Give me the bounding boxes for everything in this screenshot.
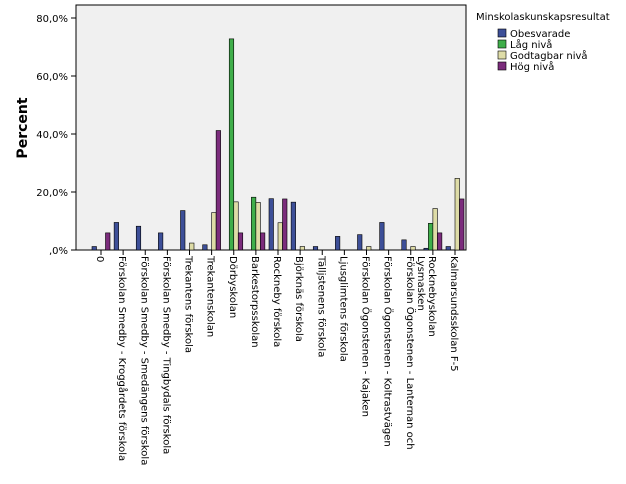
bar <box>379 222 385 251</box>
bar <box>158 232 164 251</box>
x-tick-label-group: Ljusglimtens förskola <box>337 256 348 362</box>
x-tick-label-group: Björknäs förskola <box>293 256 304 342</box>
bars-group <box>91 38 465 251</box>
bar <box>215 130 221 251</box>
bar <box>277 222 283 251</box>
x-tick-label-group: Barkestorpsskolan <box>249 256 260 348</box>
bar <box>454 178 460 251</box>
bar <box>445 246 451 251</box>
bar <box>410 246 416 251</box>
bar <box>237 232 244 251</box>
x-tick-label: Lysmasken <box>415 256 426 311</box>
x-tick-label: Björknäs förskola <box>293 256 304 342</box>
x-tick-label: Förskolan Smedby - Tingbydals förskola <box>160 256 171 454</box>
bar <box>260 232 266 251</box>
bar <box>437 232 443 251</box>
bar <box>113 222 119 251</box>
x-tick-label: Ljusglimtens förskola <box>337 256 348 362</box>
legend-swatch <box>497 61 507 71</box>
bar <box>282 198 288 251</box>
y-tick-label: 20,0% <box>36 188 68 199</box>
bar <box>432 208 438 251</box>
bar <box>312 246 319 251</box>
bar <box>105 232 111 251</box>
y-tick-label: 80,0% <box>36 14 68 25</box>
bar <box>423 247 429 251</box>
bar <box>255 202 261 251</box>
x-tick-label-group: Förskolan Smedby - Tingbydals förskola <box>160 256 171 454</box>
x-tick-label: Barkestorpsskolan <box>249 256 260 348</box>
x-tick-label-group: Förskolan Ögonstenen - Kajaken <box>360 256 373 417</box>
bar <box>335 236 341 251</box>
bar <box>228 38 235 251</box>
x-tick-label: Rockneby förskola <box>271 256 282 347</box>
x-tick-label: Förskolan Ögonstenen - Kajaken <box>360 256 373 417</box>
x-tick-label: Dörbyskolan <box>227 256 238 318</box>
x-tick-label: Förskolan Smedby - Smedängens förskola <box>138 256 149 465</box>
legend-swatch <box>497 50 507 60</box>
bar <box>91 246 97 251</box>
x-tick-label: 0 <box>94 256 105 262</box>
bar <box>428 223 434 251</box>
x-tick-label-group: Kalmarsundsskolan F-5 <box>448 256 459 372</box>
axes-group: ,0% 20,0% 40,0% 60,0% 80,0% 0 Förskolan Smedby… <box>36 14 459 465</box>
x-tick-label-group: Förskolan Ögonstenen - Lanternan och Lysm… <box>404 256 426 450</box>
bar <box>268 198 274 251</box>
y-tick-label: 60,0% <box>36 72 68 83</box>
x-tick-label-group: Trekantens förskola <box>183 255 194 353</box>
x-tick-label-group: Förskolan Smedby - Kroggårdets förskola <box>116 256 129 461</box>
bar <box>299 246 305 251</box>
x-tick-label: Rocknebyskolan <box>426 256 437 337</box>
bar <box>211 212 217 251</box>
y-axis-title: Percent <box>15 97 31 158</box>
x-tick-label: Förskolan Ögonstenen - Lanternan och <box>404 256 417 450</box>
x-tick-label: Tälljstenens förskola <box>315 255 326 357</box>
bar <box>180 210 186 251</box>
legend-label: Låg nivå <box>510 38 552 51</box>
x-tick-label: Förskolan Ögonstenen - Koltrastvägen <box>382 256 395 447</box>
x-tick-label-group: Trekantenskolan <box>205 255 216 337</box>
x-tick-label-group: Dörbyskolan <box>227 256 238 318</box>
x-tick-label-group: 0 <box>94 256 105 262</box>
x-tick-label-group: Förskolan Smedby - Smedängens förskola <box>138 256 149 465</box>
bar <box>233 201 239 251</box>
legend-label: Hög nivå <box>510 60 554 73</box>
bar <box>459 198 465 251</box>
legend-label: Obesvarade <box>510 29 570 40</box>
legend-swatch <box>497 39 507 49</box>
bar <box>290 201 296 251</box>
legend: Minskolaskunskapsresultat ObesvaradeLåg … <box>476 12 610 73</box>
x-tick-label: Trekantenskolan <box>205 255 216 337</box>
bar <box>189 242 195 251</box>
legend-title: Minskolaskunskapsresultat <box>476 12 610 23</box>
bar <box>251 196 257 251</box>
bar <box>366 246 372 251</box>
bar <box>135 225 142 251</box>
legend-label: Godtagbar nivå <box>510 49 588 62</box>
y-tick-label: ,0% <box>49 246 68 257</box>
x-tick-label-group: Förskolan Ögonstenen - Koltrastvägen <box>382 256 395 447</box>
bar <box>202 244 208 251</box>
x-tick-label: Kalmarsundsskolan F-5 <box>448 256 459 372</box>
x-tick-label: Trekantens förskola <box>183 255 194 353</box>
y-tick-label: 40,0% <box>36 130 68 141</box>
bar <box>357 234 363 251</box>
x-tick-label-group: Rocknebyskolan <box>426 256 437 337</box>
x-tick-label: Förskolan Smedby - Kroggårdets förskola <box>116 256 129 461</box>
x-tick-label-group: Rockneby förskola <box>271 256 282 347</box>
bar <box>401 239 407 251</box>
legend-swatch <box>497 28 507 38</box>
x-tick-label-group: Tälljstenens förskola <box>315 255 326 357</box>
